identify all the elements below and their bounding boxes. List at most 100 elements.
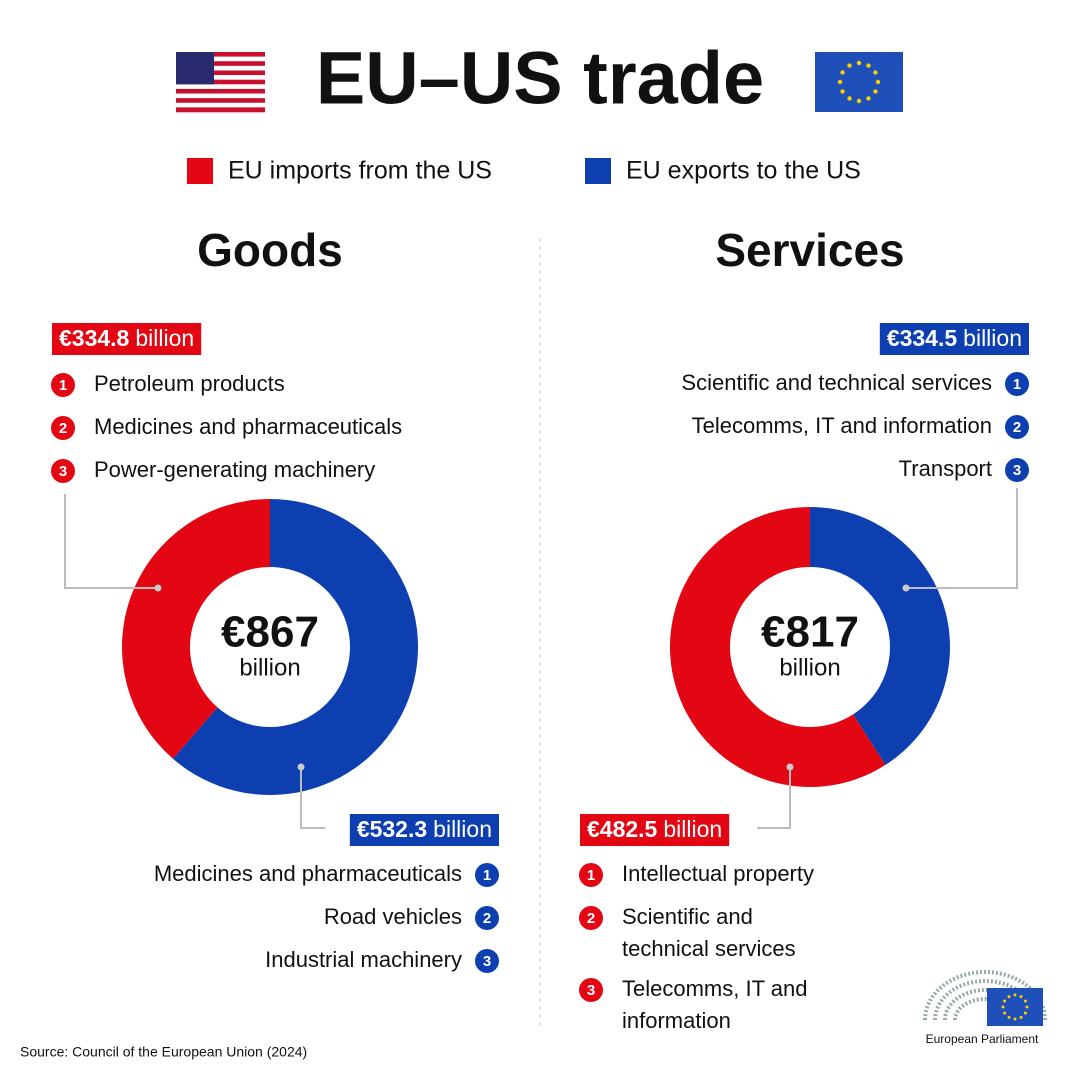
title: EU–US trade [316, 37, 764, 120]
leader-dot [154, 584, 162, 592]
donut-segment [810, 507, 951, 765]
stripe [176, 102, 265, 108]
item-label: Road vehicles [324, 904, 462, 929]
item-label: Telecomms, IT and [622, 976, 807, 1001]
rank-number: 2 [483, 910, 491, 927]
stripe [176, 88, 265, 94]
stripe [176, 84, 265, 90]
leader-line [64, 494, 158, 589]
star [866, 63, 871, 68]
donut-segment [122, 499, 270, 759]
stripe [176, 65, 265, 71]
value-label: €482.5 billion [587, 816, 722, 842]
star [873, 70, 878, 75]
star [837, 79, 843, 85]
stripe [176, 79, 265, 85]
stripe [176, 52, 265, 57]
canton [176, 52, 214, 85]
stripe [176, 70, 265, 76]
rank-number: 1 [59, 377, 67, 394]
rank-number: 1 [587, 867, 595, 884]
star [1019, 1015, 1023, 1019]
item-label: technical services [622, 936, 796, 961]
rank-badge [51, 416, 75, 440]
rank-number: 3 [59, 463, 67, 480]
leader-line [906, 488, 1018, 589]
star [1025, 1005, 1029, 1009]
rank-badge [51, 459, 75, 483]
stripe [176, 98, 265, 104]
rank-badge [51, 373, 75, 397]
star [1007, 1015, 1011, 1019]
stripe [176, 107, 265, 113]
rank-number: 3 [1013, 462, 1021, 479]
rank-badge [1005, 372, 1029, 396]
item-label: Power-generating machinery [94, 457, 375, 482]
value-label-box [349, 814, 499, 846]
star [847, 63, 852, 68]
item-label: Scientific and technical services [681, 370, 992, 395]
item-label: Medicines and pharmaceuticals [154, 861, 462, 886]
rank-badge [475, 906, 499, 930]
rank-badge [579, 906, 603, 930]
value-unit: billion [433, 816, 492, 842]
us-flag [176, 52, 265, 113]
legend-swatch [187, 158, 213, 184]
value-amount: €532.3 [357, 816, 427, 842]
star [1003, 999, 1007, 1003]
rank-number: 2 [1013, 419, 1021, 436]
logo-text: European Parliament [926, 1032, 1039, 1046]
rank-number: 2 [59, 420, 67, 437]
star [1019, 995, 1023, 999]
star [840, 70, 845, 75]
legend-label: EU imports from the US [228, 157, 492, 185]
eu-flag [815, 52, 903, 112]
value-label: €334.5 billion [887, 325, 1022, 351]
leader-dot [786, 763, 794, 771]
legend-swatch [585, 158, 611, 184]
star [1013, 993, 1017, 997]
rank-number: 3 [483, 953, 491, 970]
source: Source: Council of the European Union (2… [20, 1044, 307, 1060]
rank-badge [579, 978, 603, 1002]
value-amount: €334.5 [887, 325, 958, 351]
value-label-box [879, 323, 1029, 355]
star [873, 89, 878, 94]
leader-line [300, 767, 325, 829]
item-label: information [622, 1008, 731, 1033]
stripe [176, 75, 265, 80]
center-total: €817 [761, 608, 859, 657]
value-unit: billion [963, 325, 1022, 351]
item-label: Scientific and [622, 904, 753, 929]
value-label: €334.8 billion [59, 325, 194, 351]
rank-badge [475, 949, 499, 973]
star [856, 98, 862, 104]
legend-label: EU exports to the US [626, 157, 861, 185]
value-label-box [580, 814, 730, 846]
rank-number: 1 [1013, 376, 1021, 393]
rank-badge [475, 863, 499, 887]
rank-number: 3 [587, 982, 595, 999]
value-amount: €334.8 [59, 325, 130, 351]
value-label: €532.3 billion [357, 816, 492, 842]
rank-badge [579, 863, 603, 887]
star [1003, 1011, 1007, 1015]
donut-segment [670, 507, 886, 787]
star [840, 89, 845, 94]
item-label: Medicines and pharmaceuticals [94, 414, 402, 439]
leader-dot [902, 584, 910, 592]
stripe [176, 93, 265, 99]
item-label: Telecomms, IT and information [692, 413, 992, 438]
center-total: €867 [221, 608, 319, 657]
star [847, 96, 852, 101]
star [856, 60, 862, 66]
donut-segment [172, 499, 418, 795]
star [866, 96, 871, 101]
panel-title: Goods [197, 224, 343, 276]
star [1007, 995, 1011, 999]
rank-number: 1 [483, 867, 491, 884]
rank-badge [1005, 415, 1029, 439]
stripe [176, 61, 265, 67]
rank-number: 2 [587, 910, 595, 927]
rank-badge [1005, 458, 1029, 482]
